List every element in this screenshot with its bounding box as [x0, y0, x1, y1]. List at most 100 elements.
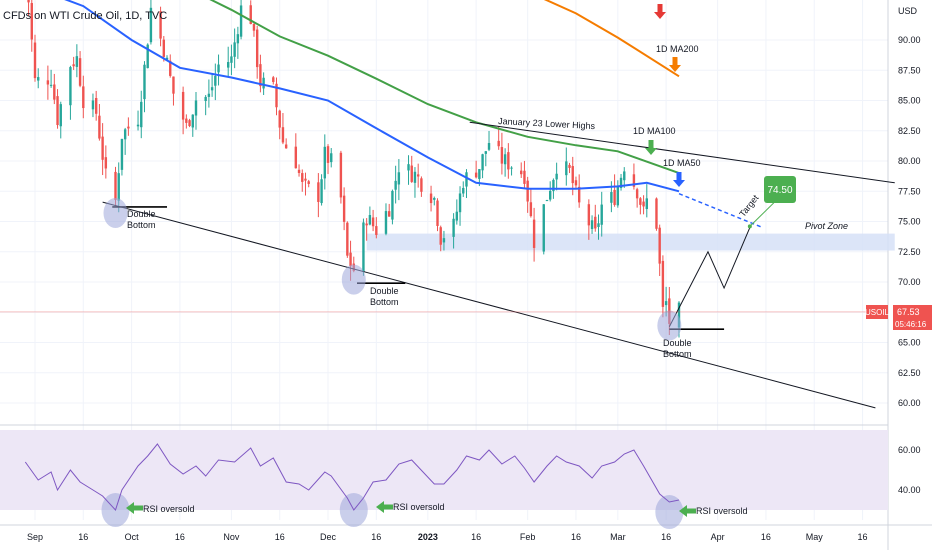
- candle-body-130: [610, 192, 613, 203]
- rsi-tick-label: 40.00: [898, 485, 921, 495]
- currency-label: USD: [898, 6, 918, 16]
- candle-body-69: [330, 153, 333, 163]
- candle-body-119: [555, 173, 558, 180]
- ma100-arrow-head: [645, 148, 657, 155]
- candle-body-8: [56, 96, 59, 126]
- candle-body-124: [577, 186, 581, 203]
- price-tick-label: 90.00: [898, 35, 921, 45]
- candle-body-98: [462, 187, 465, 194]
- candle-body-122: [571, 166, 574, 184]
- candle-body-138: [642, 201, 645, 207]
- date-tick-label: 16: [371, 532, 381, 542]
- candle-body-87: [413, 171, 417, 183]
- last-price-countdown: 05:46:16: [895, 320, 927, 329]
- candle-body-35: [181, 91, 185, 120]
- candle-body-96: [455, 211, 459, 221]
- candle-body-27: [143, 64, 146, 100]
- candle-body-6: [49, 84, 53, 86]
- candle-body-29: [149, 7, 153, 43]
- candle-body-9: [59, 104, 62, 127]
- date-tick-label: 16: [175, 532, 185, 542]
- candle-body-21: [117, 173, 120, 201]
- price-tick-label: 75.00: [898, 217, 921, 227]
- candle-body-103: [484, 151, 487, 154]
- candle-body-140: [655, 198, 658, 229]
- candle-body-141: [658, 227, 661, 264]
- candle-body-16: [94, 98, 98, 114]
- ma200-label: 1D MA200: [656, 44, 699, 54]
- rsi-tick-label: 60.00: [898, 445, 921, 455]
- candle-body-49: [239, 5, 243, 37]
- candle-body-76: [365, 223, 368, 226]
- axes: 60.0062.5065.0067.5070.0072.5075.0077.50…: [27, 35, 921, 542]
- candle-body-81: [388, 211, 391, 217]
- candle-body-56: [275, 83, 278, 108]
- candle-body-72: [346, 222, 349, 256]
- candle-body-82: [391, 190, 394, 220]
- candles: [27, 0, 681, 338]
- candle-body-62: [301, 173, 304, 182]
- candle-body-132: [616, 186, 620, 206]
- upper-trendline: [469, 121, 895, 184]
- candle-body-59: [284, 144, 288, 149]
- candle-body-71: [342, 195, 346, 222]
- candle-body-83: [394, 180, 397, 190]
- candle-body-47: [233, 42, 236, 57]
- candle-body-77: [368, 215, 372, 225]
- rsi-panel: [24, 443, 680, 511]
- trendlines: [102, 121, 895, 409]
- candle-body-34: [172, 76, 175, 94]
- ma200-arrow-head: [669, 65, 681, 72]
- projection-path: [668, 227, 751, 327]
- double-bottom-3-line1: Double: [663, 338, 692, 348]
- date-tick-label: 16: [78, 532, 88, 542]
- candle-body-68: [326, 146, 330, 163]
- price-oversold-circle-3: [657, 310, 682, 341]
- candle-body-100: [474, 172, 478, 178]
- candle-body-17: [98, 115, 101, 139]
- candle-body-125: [587, 204, 591, 226]
- candle-body-60: [294, 146, 298, 169]
- candle-body-37: [188, 120, 191, 127]
- date-tick-label: May: [806, 532, 824, 542]
- ma50-arrow-head: [673, 180, 685, 187]
- candle-body-31: [162, 39, 165, 57]
- date-tick-label: 16: [275, 532, 285, 542]
- candle-body-78: [371, 217, 375, 227]
- price-tick-label: 87.50: [898, 65, 921, 75]
- candle-body-36: [185, 118, 188, 123]
- candle-body-142: [661, 260, 665, 307]
- candle-body-45: [227, 62, 230, 68]
- candle-body-139: [645, 198, 648, 210]
- candle-body-2: [30, 3, 33, 40]
- target-badge-box: [764, 176, 796, 203]
- ma-red-arrow-shaft: [657, 4, 663, 13]
- date-tick-label: 16: [571, 532, 581, 542]
- candle-body-33: [169, 60, 172, 76]
- candle-body-84: [397, 172, 401, 185]
- candle-body-23: [123, 129, 127, 140]
- candle-body-88: [416, 174, 420, 177]
- candle-body-126: [590, 220, 594, 229]
- lower-channel-line: [102, 201, 876, 409]
- candle-body-51: [252, 23, 256, 31]
- candle-body-111: [523, 170, 526, 184]
- double-bottom-2-line2: Bottom: [370, 297, 399, 307]
- date-tick-label: 16: [661, 532, 671, 542]
- ma-line-2: [543, 0, 680, 78]
- candle-body-121: [568, 164, 571, 168]
- double-bottom-2-line1: Double: [370, 286, 399, 296]
- candle-body-66: [320, 179, 323, 204]
- rsi-band: [0, 430, 888, 510]
- candle-body-58: [281, 127, 285, 143]
- candle-body-145: [677, 302, 681, 328]
- price-tick-label: 65.00: [898, 338, 921, 348]
- candle-body-39: [194, 100, 198, 116]
- ma50-arrow-shaft: [676, 172, 682, 181]
- candle-body-22: [120, 138, 124, 170]
- candle-body-15: [91, 100, 95, 110]
- target-badge: 74.50: [764, 176, 796, 203]
- candle-body-54: [262, 77, 265, 89]
- candle-body-113: [529, 202, 533, 217]
